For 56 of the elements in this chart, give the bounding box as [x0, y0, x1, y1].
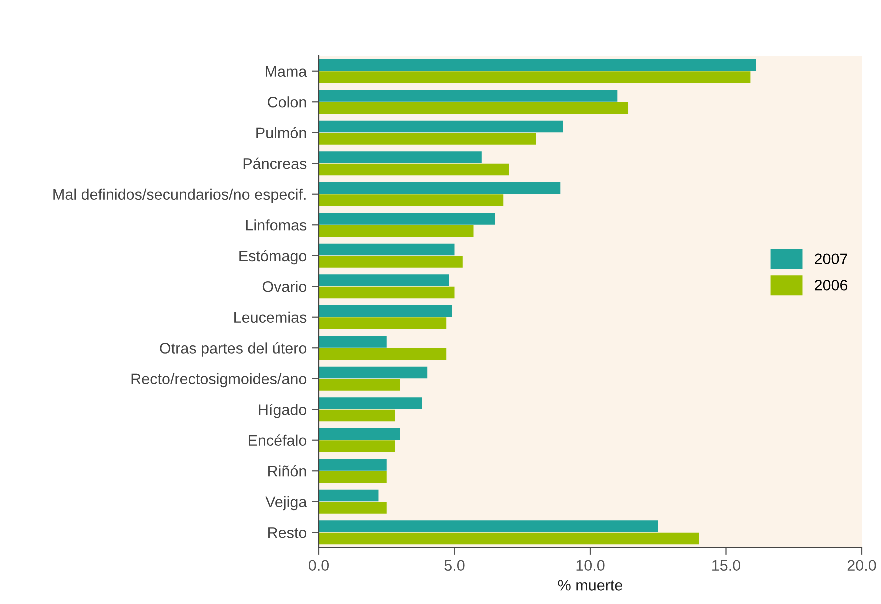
bar [319, 152, 482, 164]
bar [319, 398, 422, 410]
y-tick-label: Estómago [240, 250, 307, 265]
bar [319, 410, 396, 422]
bar [319, 348, 447, 360]
x-tick-label: 0.0 [308, 560, 330, 572]
y-tick-label: Mal definidos/secundarios/no especif. [54, 188, 306, 204]
x-tick-label: 10.0 [576, 560, 605, 572]
y-tick-label: Hígado [259, 404, 307, 418]
legend-label: 2007 [815, 254, 848, 265]
bar [319, 336, 387, 348]
y-tick-label: Recto/rectosigmoides/ano [132, 373, 307, 388]
bar [319, 532, 700, 545]
y-tick-label: Encéfalo [248, 434, 307, 446]
y-tick-label: Mama [266, 66, 308, 78]
bar [319, 90, 618, 102]
bar [319, 225, 474, 238]
bar [319, 471, 387, 484]
y-tick-label: Otras partes del útero [160, 342, 307, 357]
bar [319, 428, 400, 440]
bar [319, 102, 629, 114]
bar [319, 256, 463, 268]
bar [319, 274, 450, 286]
y-tick-label: Pulmón [256, 127, 306, 139]
y-tick-label: Riñón [268, 465, 306, 477]
bar [319, 164, 510, 176]
bar [319, 440, 396, 452]
bar [319, 379, 400, 391]
bar [319, 213, 496, 225]
bar [319, 133, 536, 145]
bar [319, 194, 504, 206]
y-tick-label: Vejiga [266, 496, 308, 511]
y-tick-label: Colon [268, 96, 306, 108]
legend-label: 2006 [815, 280, 848, 291]
y-tick-label: Resto [268, 528, 307, 538]
x-axis-title: % muerte [558, 580, 623, 591]
y-tick-label: Leucemias [234, 312, 307, 324]
x-tick-label: 20.0 [848, 560, 876, 572]
bar [319, 366, 428, 379]
bar [319, 490, 379, 502]
bar [319, 244, 455, 256]
x-tick-label: 15.0 [712, 560, 741, 572]
x-tick-label: 5.0 [444, 560, 465, 572]
bar [319, 318, 447, 330]
bar [319, 459, 387, 471]
bar [319, 120, 564, 133]
bar [319, 182, 561, 194]
bar [319, 286, 455, 299]
y-tick-label: Ovario [262, 281, 307, 292]
bar [319, 502, 387, 514]
y-tick-label: Páncreas [244, 158, 307, 170]
bar [319, 59, 756, 72]
bar [319, 520, 658, 532]
bar [319, 72, 751, 84]
bar [319, 305, 452, 318]
y-tick-label: Linfomas [246, 220, 307, 231]
